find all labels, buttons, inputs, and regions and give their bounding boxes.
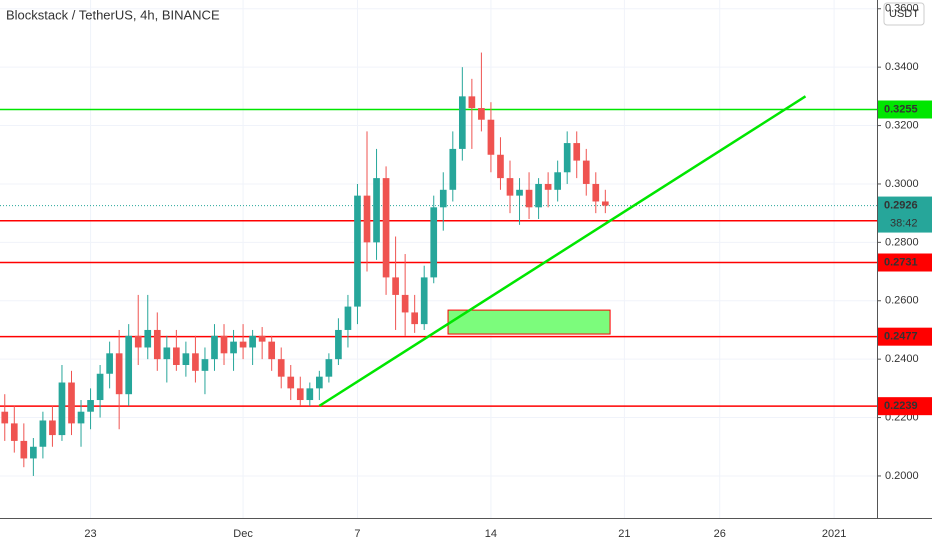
candle-body [601, 201, 609, 206]
candle-body [258, 335, 266, 342]
candle-body [535, 183, 542, 208]
candle-body [497, 154, 504, 179]
candle-body [325, 359, 333, 377]
candle-body [125, 335, 133, 395]
candle-body [468, 96, 476, 109]
candle-body [239, 341, 247, 348]
candle-body [306, 388, 314, 401]
y-tick-label: 0.3000 [885, 178, 919, 190]
level-label: 0.2731 [884, 256, 918, 268]
x-tick-label: 21 [618, 528, 630, 540]
y-tick-label: 0.3600 [885, 3, 919, 15]
candle-body [153, 329, 161, 360]
candle-body [449, 148, 457, 190]
candle-body [58, 382, 66, 436]
currency: USDT [889, 8, 919, 20]
candle-body [373, 178, 380, 243]
x-tick-label: 2021 [822, 528, 846, 540]
level-label-box [878, 100, 932, 119]
candle-body [144, 329, 152, 348]
last-price-label: 0.2926 [884, 199, 918, 211]
candle-body [487, 119, 495, 155]
candle-body [163, 347, 171, 360]
candle-body [592, 183, 600, 202]
trend-line [318, 95, 807, 407]
candle-body [249, 335, 256, 348]
y-tick-label: 0.2600 [885, 295, 919, 307]
zone [447, 309, 611, 335]
candle-body [182, 353, 190, 365]
currency-box[interactable] [883, 2, 925, 26]
candle-body [1, 411, 9, 424]
countdown: 38:42 [890, 217, 918, 229]
candle-body [392, 277, 399, 295]
level-label-box [878, 397, 932, 416]
candle-body [230, 341, 237, 354]
x-tick-label: 7 [354, 528, 360, 540]
candle-body [77, 411, 85, 424]
candle-body [201, 359, 209, 371]
candle-body [544, 183, 552, 190]
candle-body [516, 189, 523, 196]
y-tick-label: 0.2400 [885, 353, 919, 365]
candle-body [525, 189, 533, 208]
candle-body [344, 306, 352, 330]
x-tick-label: 14 [485, 528, 497, 540]
y-tick-label: 0.3400 [885, 61, 919, 73]
candle-body [554, 172, 561, 190]
candle-body [316, 376, 323, 389]
candle-body [211, 335, 218, 360]
candle-body [115, 353, 123, 395]
candle-body [411, 312, 419, 325]
candle-body [506, 178, 514, 196]
candle-body [268, 341, 276, 360]
level-label: 0.2239 [884, 400, 918, 412]
candle-body [354, 195, 361, 307]
candle-body [20, 440, 28, 459]
candle-body [49, 420, 56, 436]
candle-body [382, 178, 390, 278]
candle-body [363, 195, 371, 243]
candle-body [335, 329, 342, 360]
candle-body [439, 189, 447, 208]
x-tick-label: Dec [233, 528, 253, 540]
candle-body [134, 335, 142, 348]
candle-body [430, 207, 438, 278]
candle-body [87, 400, 94, 412]
candle-body [296, 388, 304, 401]
y-tick-label: 0.2000 [885, 470, 919, 482]
candle-body [287, 376, 295, 389]
candle-body [573, 143, 581, 161]
candle-body [30, 446, 37, 459]
level-label: 0.3255 [884, 103, 918, 115]
candle-body [277, 359, 285, 377]
candle-body [10, 423, 18, 441]
candle-body [106, 353, 113, 374]
candle-body [68, 382, 75, 424]
candle-body [173, 347, 180, 365]
last-price-box [878, 196, 932, 233]
y-tick-label: 0.3200 [885, 119, 919, 131]
candle-body [478, 108, 485, 120]
candle-body [563, 143, 571, 173]
level-label-box [878, 253, 932, 272]
x-tick-label: 26 [714, 528, 726, 540]
y-tick-label: 0.2800 [885, 236, 919, 248]
level-label-box [878, 327, 932, 346]
candle-body [401, 294, 409, 313]
candle-body [192, 353, 199, 371]
candle-body [39, 420, 47, 447]
x-tick-label: 23 [84, 528, 96, 540]
candle-body [96, 373, 104, 401]
chart-title: Blockstack / TetherUS, 4h, BINANCE [6, 7, 220, 22]
candle-body [582, 160, 590, 184]
candle-body [458, 96, 466, 149]
candle-body [220, 335, 228, 354]
candle-body [420, 277, 428, 325]
level-label: 0.2477 [884, 331, 918, 343]
